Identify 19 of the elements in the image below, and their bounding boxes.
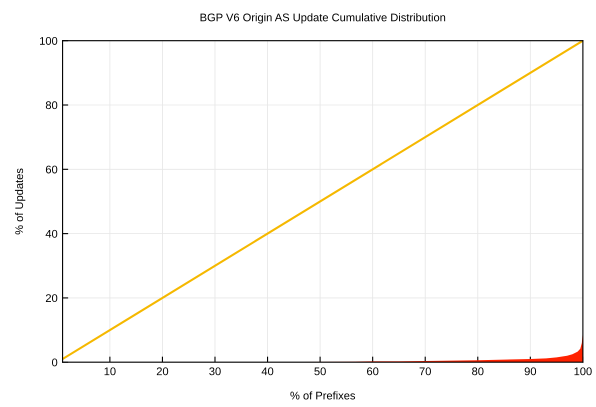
y-tick-label: 60	[46, 166, 58, 174]
y-tick-label: 100	[40, 36, 58, 45]
x-axis-title: % of Prefixes	[290, 391, 356, 400]
y-tick-label: 80	[46, 101, 58, 110]
x-tick-label: 80	[472, 367, 484, 376]
x-tick-label: 20	[156, 367, 168, 376]
x-tick-label: 100	[574, 367, 592, 376]
chart-title: BGP V6 Origin AS Update Cumulative Distribution	[200, 13, 446, 24]
y-axis-title: % of Updates	[14, 168, 26, 234]
x-tick-label: 40	[262, 367, 274, 376]
x-tick-label: 60	[367, 367, 378, 376]
y-tick-label: 20	[46, 294, 58, 302]
x-tick-label: 70	[420, 367, 431, 376]
x-tick-label: 50	[314, 367, 326, 376]
x-tick-label: 30	[209, 367, 221, 376]
y-tick-label: 40	[46, 230, 58, 238]
x-tick-label: 10	[104, 367, 116, 376]
y-tick-label: 0	[52, 358, 58, 366]
x-tick-label: 90	[524, 367, 536, 376]
